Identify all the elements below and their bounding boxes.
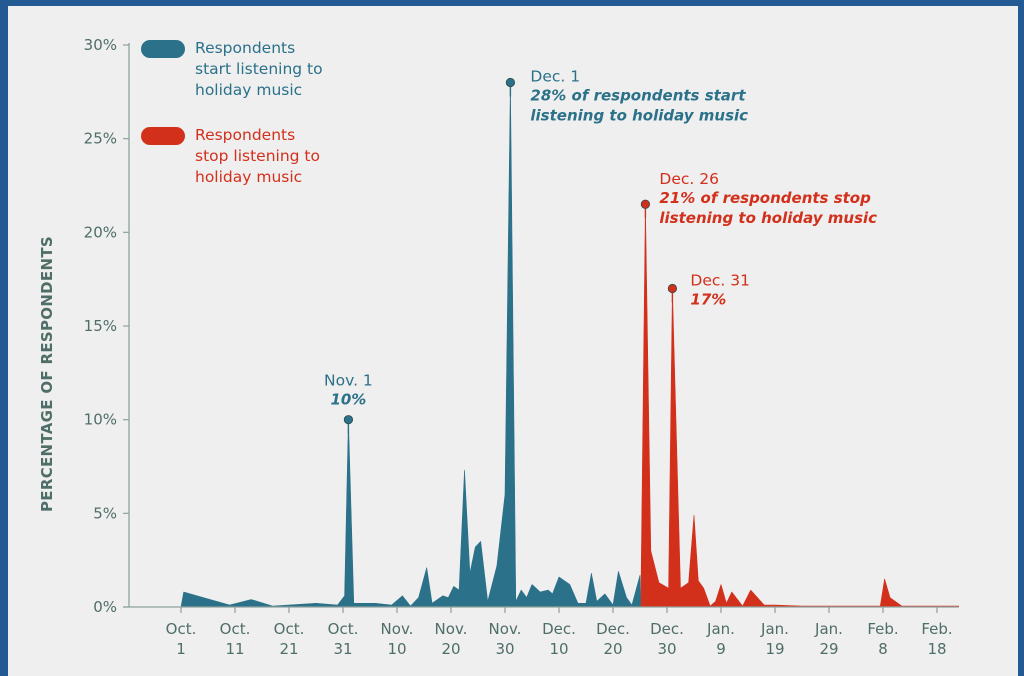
legend-label-line: start listening to: [195, 60, 323, 78]
x-tick-label-line: 8: [878, 640, 888, 658]
x-tick-label-line: Dec.: [650, 620, 684, 638]
legend-label-line: Respondents: [195, 39, 295, 57]
annotation-marker: [640, 199, 651, 209]
x-tick-label-line: Dec.: [542, 620, 576, 638]
x-tick-label: Feb. 8: [867, 620, 898, 658]
x-tick-label-line: 19: [765, 640, 784, 658]
x-tick-label: Dec. 30: [650, 620, 684, 658]
x-tick-label: Jan. 29: [814, 620, 843, 658]
x-tick-label: Oct. 11: [220, 620, 251, 658]
legend-swatch: [141, 127, 185, 145]
x-tick-label: Nov. 20: [435, 620, 468, 658]
legend-label-line: holiday music: [195, 168, 302, 186]
annotation-nov-1: Nov. 110%: [324, 372, 373, 434]
annotation-value-line: 21% of respondents stop: [659, 189, 871, 207]
x-tick-label-line: Oct.: [166, 620, 197, 638]
x-tick-label-line: Oct.: [274, 620, 305, 638]
legend-label-line: stop listening to: [195, 147, 320, 165]
y-tick-label: 30%: [84, 36, 117, 54]
annotation-value: 17%: [690, 291, 726, 309]
y-tick-label: 15%: [84, 317, 117, 335]
x-tick-label-line: 9: [716, 640, 726, 658]
y-tick-label: 10%: [84, 411, 117, 429]
area-series-group: [180, 82, 959, 608]
x-tick-label-line: 20: [603, 640, 622, 658]
annotation-value-line: 28% of respondents start: [530, 86, 746, 104]
annotation-value-line: 17%: [690, 291, 726, 309]
x-tick-label-line: 21: [279, 640, 298, 658]
area-series-start: [180, 82, 642, 608]
x-tick-label: Feb. 18: [921, 620, 952, 658]
x-tick-label-line: Oct.: [220, 620, 251, 638]
legend-label-line: Respondents: [195, 126, 295, 144]
x-tick-label-line: Jan.: [760, 620, 789, 638]
annotation-date: Dec. 26: [659, 170, 719, 188]
x-tick-label: Jan. 9: [706, 620, 735, 658]
annotation-value-line: 10%: [330, 391, 366, 409]
annotation-marker: [667, 283, 678, 294]
legend-label: Respondents start listening to holiday mus…: [195, 39, 323, 99]
x-tick-label: Oct. 1: [166, 620, 197, 658]
legend-item-start: Respondents start listening to holiday mus…: [141, 39, 323, 99]
x-tick-label: Oct. 21: [274, 620, 305, 658]
x-tick-label-line: Jan.: [706, 620, 735, 638]
legend: Respondents start listening to holiday mus…: [141, 39, 323, 186]
x-tick-label-line: Nov.: [381, 620, 414, 638]
x-tick-label-line: 11: [225, 640, 244, 658]
annotation-marker: [505, 77, 515, 88]
x-tick-label-line: Nov.: [435, 620, 468, 638]
annotation-value-line: listening to holiday music: [659, 209, 877, 227]
x-tick-label: Dec. 20: [596, 620, 630, 658]
x-tick-label-line: 20: [441, 640, 460, 658]
y-tick-label: 20%: [84, 223, 117, 241]
x-tick-label-line: 18: [927, 640, 946, 658]
x-tick-label-line: Jan.: [814, 620, 843, 638]
annotation-date: Dec. 1: [530, 67, 580, 85]
x-tick-label-line: Feb.: [921, 620, 952, 638]
legend-label-line: holiday music: [195, 81, 302, 99]
x-tick-label: Oct. 31: [328, 620, 359, 658]
legend-swatch: [141, 40, 185, 58]
legend-item-stop: Respondents stop listening to holiday musi…: [141, 126, 320, 186]
y-tick-label: 5%: [93, 504, 117, 522]
x-tick-label-line: 31: [333, 640, 352, 658]
annotation-value-line: listening to holiday music: [530, 106, 748, 124]
x-tick-label: Jan. 19: [760, 620, 789, 658]
x-tick-label-line: 29: [819, 640, 838, 658]
x-tick-label-line: 30: [657, 640, 676, 658]
x-tick-label: Nov. 10: [381, 620, 414, 658]
x-tick-label-line: Feb.: [867, 620, 898, 638]
annotations-group: Nov. 110% Dec. 128% of respondents start l…: [324, 67, 877, 434]
x-tick-label: Dec. 10: [542, 620, 576, 658]
x-tick-label-line: 10: [387, 640, 406, 658]
x-tick-label-line: Oct.: [328, 620, 359, 638]
annotation-marker: [343, 415, 353, 425]
annotation-dec-1: Dec. 128% of respondents start listening …: [505, 67, 748, 124]
x-tick-label-line: 10: [549, 640, 568, 658]
annotation-value: 10%: [330, 391, 366, 409]
annotation-date: Nov. 1: [324, 372, 373, 390]
annotation-value: 21% of respondents stop listening to holi…: [659, 189, 877, 227]
annotation-date: Dec. 31: [690, 272, 750, 290]
x-tick-label: Nov. 30: [489, 620, 522, 658]
x-tick-label-line: Nov.: [489, 620, 522, 638]
area-series-stop: [640, 203, 959, 608]
x-tick-label-line: 30: [495, 640, 514, 658]
x-tick-label-line: 1: [176, 640, 186, 658]
y-axis-label: PERCENTAGE OF RESPONDENTS: [38, 236, 56, 512]
annotation-value: 28% of respondents start listening to hol…: [530, 86, 748, 124]
legend-label: Respondents stop listening to holiday musi…: [195, 126, 320, 186]
x-tick-label-line: Dec.: [596, 620, 630, 638]
y-tick-label: 25%: [84, 130, 117, 148]
y-tick-label: 0%: [93, 598, 117, 616]
